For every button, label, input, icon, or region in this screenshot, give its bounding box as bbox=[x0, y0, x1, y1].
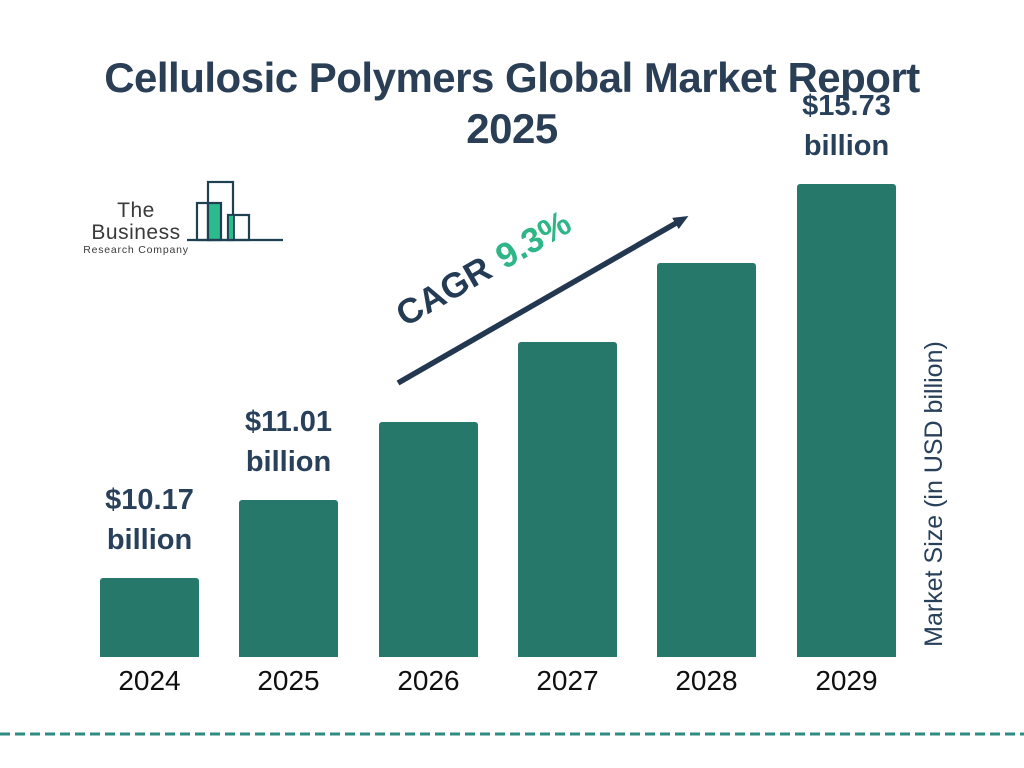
bar-2029 bbox=[797, 184, 896, 657]
company-logo-text: The Business Research Company bbox=[74, 199, 198, 257]
x-tick-2026: 2026 bbox=[397, 665, 460, 696]
value-label-unit: billion bbox=[803, 130, 890, 163]
x-tick-2025: 2025 bbox=[257, 665, 320, 696]
x-tick-2027: 2027 bbox=[536, 665, 599, 696]
logo-bar-green bbox=[206, 201, 223, 242]
value-label-2029: $15.73 billion bbox=[767, 86, 926, 168]
bottom-dashed-divider bbox=[0, 732, 1024, 736]
bar-buildings-logo-icon bbox=[187, 180, 283, 242]
value-label-amount: $15.73 bbox=[802, 90, 891, 122]
value-label-unit: billion bbox=[106, 524, 193, 557]
logo-line1: The Business bbox=[91, 199, 181, 245]
logo-line2: Research Company bbox=[83, 244, 189, 257]
bar-2025 bbox=[239, 500, 338, 657]
logo-bar-green-small bbox=[227, 214, 235, 241]
bar-2024 bbox=[100, 578, 199, 657]
x-tick-2024: 2024 bbox=[118, 665, 181, 696]
bar-2026 bbox=[379, 422, 478, 657]
page-title: Cellulosic Polymers Global Market Report… bbox=[104, 54, 920, 153]
x-tick-2028: 2028 bbox=[675, 665, 738, 696]
value-label-2025: $11.01 billion bbox=[209, 402, 368, 484]
value-label-amount: $10.17 bbox=[105, 484, 194, 516]
value-label-2024: $10.17 billion bbox=[70, 480, 229, 562]
y-axis-label: Market Size (in USD billion) bbox=[920, 341, 948, 647]
value-label-unit: billion bbox=[245, 446, 332, 479]
bar-2027 bbox=[518, 342, 617, 657]
cagr-trend-arrow-icon bbox=[396, 216, 689, 386]
bar-2028 bbox=[657, 263, 756, 657]
x-tick-2029: 2029 bbox=[815, 665, 878, 696]
value-label-amount: $11.01 bbox=[244, 406, 333, 438]
